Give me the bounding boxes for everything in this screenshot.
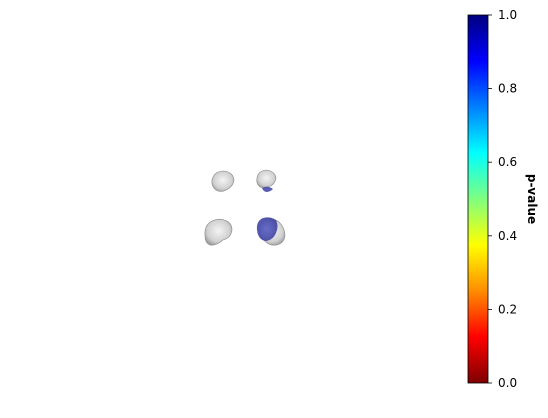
colorbar-label: p-value [525,174,539,224]
colorbar-fill [468,15,488,383]
left-lower-region [205,219,232,245]
right-highlight-stem [262,187,273,192]
colorbar-ticks: 0.0 0.2 0.4 0.6 0.8 1.0 [488,8,517,390]
colorbar-tick-label: 0.6 [498,155,517,169]
colorbar-tick-label: 1.0 [498,8,517,22]
colorbar: 0.0 0.2 0.4 0.6 0.8 1.0 p-value [468,8,539,390]
colorbar-tick-label: 0.2 [498,302,517,316]
colorbar-tick-label: 0.4 [498,229,517,243]
colorbar-tick-label: 0.8 [498,82,517,96]
brain-slice [205,170,285,245]
right-upper-region [257,170,276,188]
colorbar-tick-label: 0.0 [498,376,517,390]
left-upper-region [212,171,234,192]
